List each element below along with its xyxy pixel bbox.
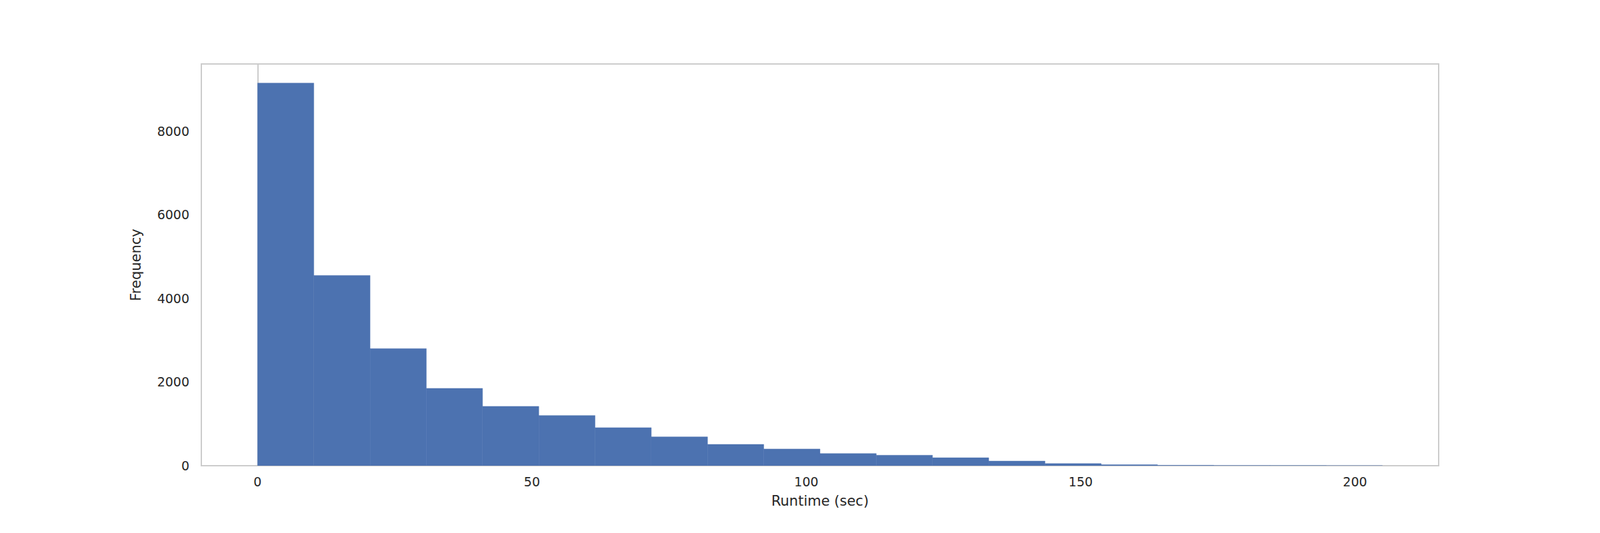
svg-text:0: 0 [253,474,262,490]
svg-text:4000: 4000 [157,291,190,306]
svg-text:8000: 8000 [157,124,190,139]
svg-text:100: 100 [794,474,818,490]
svg-text:2000: 2000 [157,374,190,390]
svg-text:50: 50 [524,474,540,490]
svg-text:200: 200 [1342,474,1367,490]
svg-text:6000: 6000 [157,207,190,222]
svg-text:Frequency: Frequency [128,228,144,302]
svg-text:Runtime (sec): Runtime (sec) [771,493,869,510]
svg-text:0: 0 [181,458,190,474]
svg-text:150: 150 [1068,474,1093,490]
